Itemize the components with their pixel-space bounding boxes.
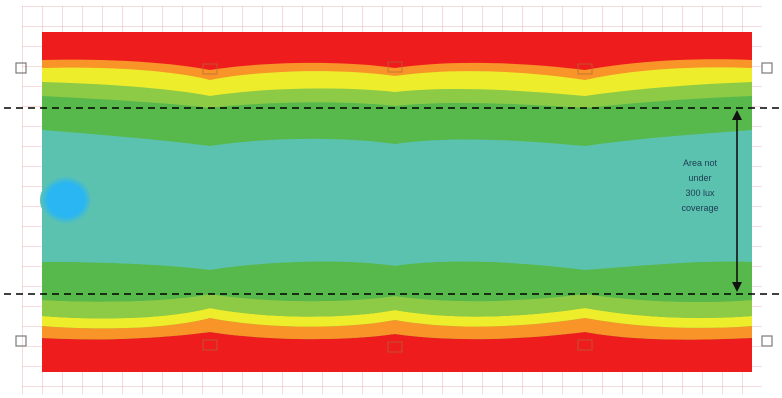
- annotation-line-4: coverage: [681, 203, 719, 213]
- light-green-zone-bottom: [42, 294, 752, 319]
- orange-zone-bottom: [42, 318, 752, 340]
- teal-zone-core: [42, 130, 752, 270]
- square-marker-icon: [15, 335, 27, 347]
- measurement-arrow: [732, 110, 742, 292]
- annotation-line-1: Area not: [682, 158, 718, 168]
- annotation-line-3: 300 lux: [685, 188, 715, 198]
- blue-hotspot: [40, 176, 92, 224]
- luminaire-outlines: [202, 61, 593, 353]
- annotation-line-2: under: [688, 173, 712, 183]
- yellow-zone-bottom: [42, 308, 752, 329]
- square-marker-icon: [761, 62, 773, 74]
- green-zone-lower: [42, 261, 752, 302]
- square-marker-icon: [15, 62, 27, 74]
- coverage-annotation: Area not under 300 lux coverage: [672, 156, 728, 216]
- square-marker-icon: [761, 335, 773, 347]
